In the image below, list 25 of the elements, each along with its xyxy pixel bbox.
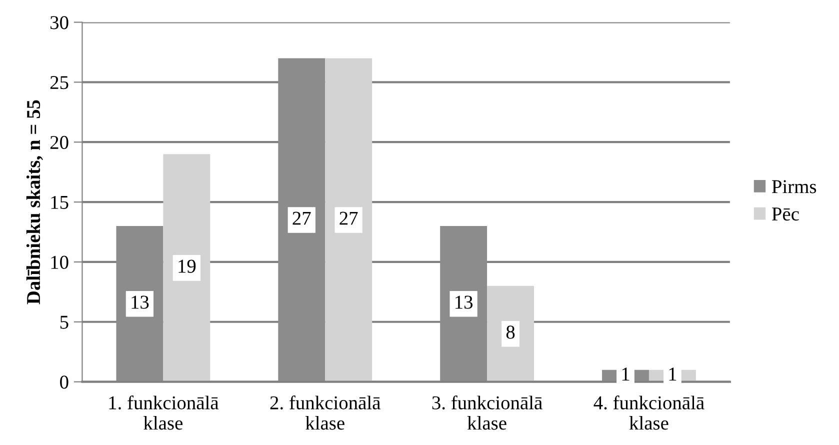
- y-tick-label: 25: [50, 76, 68, 90]
- x-tick-label: 4. funkcionālā klase: [594, 396, 704, 430]
- data-label: 27: [292, 212, 311, 225]
- data-label: 13: [132, 296, 149, 309]
- x-tick-label: 1. funkcionālā klase: [109, 396, 219, 430]
- data-label: 27: [340, 212, 358, 225]
- data-label: 8: [506, 326, 515, 339]
- x-tick-label: 3. funkcionālā klase: [432, 396, 542, 430]
- bar: [163, 154, 210, 382]
- y-tick-label: 0: [60, 376, 68, 389]
- legend-label: Pirms: [772, 180, 816, 194]
- x-tick-label: 2. funkcionālā klase: [270, 396, 380, 430]
- data-label: 1: [622, 368, 630, 380]
- y-tick-label: 5: [60, 316, 68, 329]
- legend-label: Pēc: [772, 208, 799, 221]
- data-label: 19: [178, 260, 196, 273]
- y-tick-label: 15: [51, 196, 68, 209]
- y-tick-label: 10: [51, 256, 68, 269]
- data-label: 1: [669, 368, 676, 380]
- y-axis-title: Dalībnieku skaits, n = 55: [26, 100, 43, 304]
- bar: [325, 58, 372, 382]
- y-tick-label: 20: [50, 136, 68, 150]
- y-tick-label: 30: [50, 16, 68, 30]
- data-label: 13: [456, 296, 473, 309]
- bar: [487, 286, 534, 382]
